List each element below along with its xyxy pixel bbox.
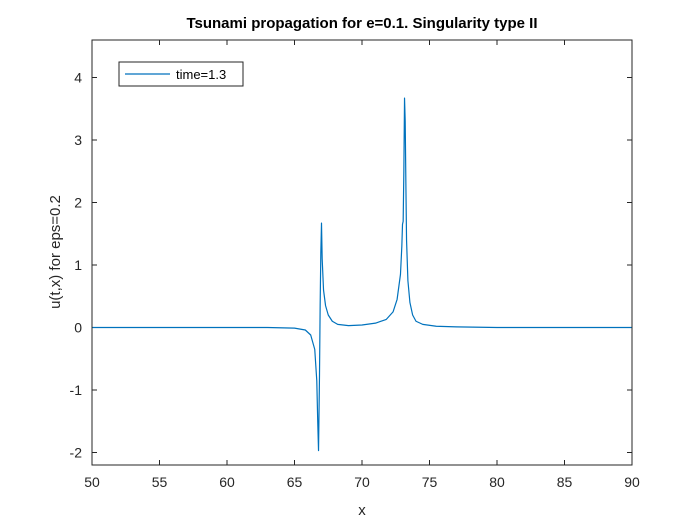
axes-box — [91, 39, 633, 466]
y-tick-label: 0 — [74, 320, 82, 336]
plot-area — [92, 40, 632, 465]
y-tick-label: 1 — [74, 257, 82, 273]
y-tick-label: 3 — [74, 132, 82, 148]
y-tick-label: -2 — [70, 445, 83, 461]
legend-entry-label: time=1.3 — [176, 67, 226, 82]
x-tick-label: 70 — [354, 474, 370, 490]
x-tick-label: 85 — [557, 474, 573, 490]
x-axis-label: x — [358, 502, 366, 519]
y-tick-label: 4 — [74, 70, 82, 86]
ticks-layer: 50 55 60 65 70 75 80 85 90 -2 -1 0 1 2 3 4 — [70, 40, 640, 490]
series-layer — [92, 97, 632, 452]
x-tick-label: 80 — [489, 474, 505, 490]
y-axis-label: u(t,x) for eps=0.2 — [47, 195, 64, 309]
y-tick-label: 2 — [74, 195, 82, 211]
x-tick-label: 60 — [219, 474, 235, 490]
legend: time=1.3 — [118, 61, 244, 87]
y-tick-label: -1 — [70, 382, 83, 398]
x-tick-label: 55 — [152, 474, 168, 490]
x-tick-label: 75 — [422, 474, 438, 490]
x-tick-label: 90 — [624, 474, 640, 490]
x-tick-label: 50 — [84, 474, 100, 490]
chart-title: Tsunami propagation for e=0.1. Singulari… — [186, 15, 537, 32]
x-tick-label: 65 — [287, 474, 303, 490]
series-line — [92, 97, 632, 452]
